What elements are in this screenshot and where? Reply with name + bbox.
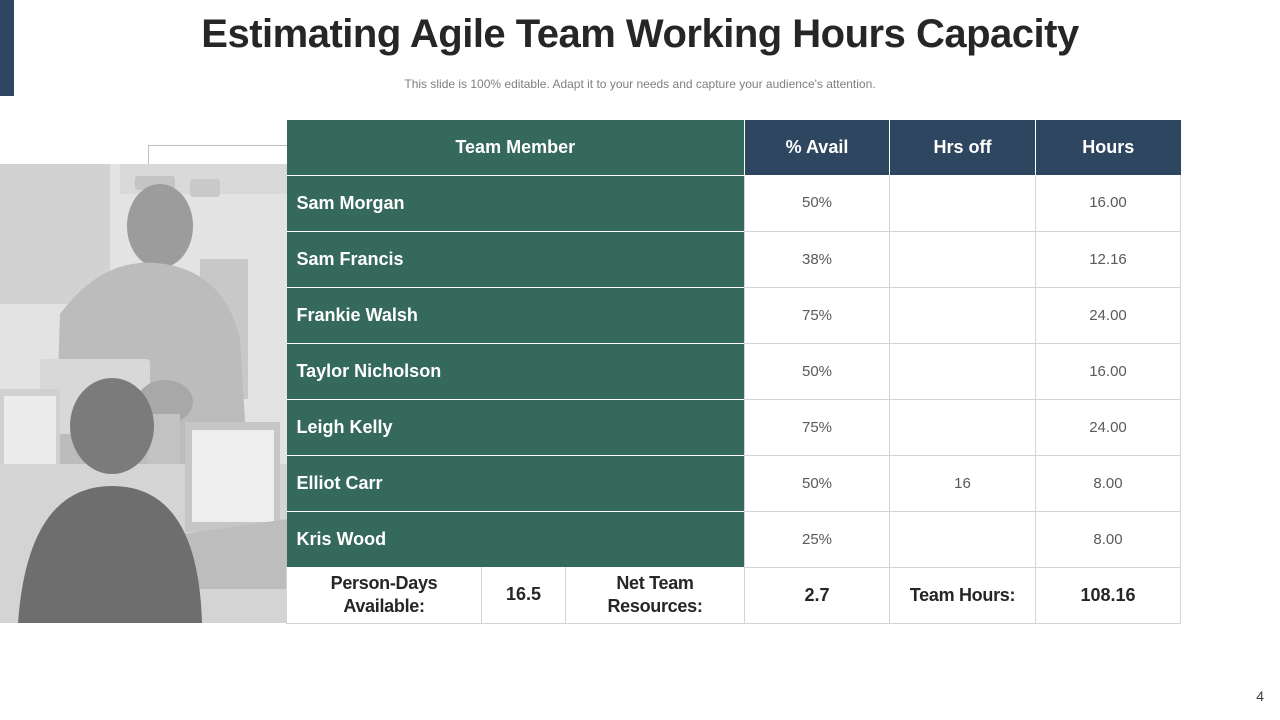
member-name: Elliot Carr bbox=[286, 454, 745, 511]
team-photo bbox=[0, 164, 288, 623]
avail-cell: 50% bbox=[744, 455, 890, 512]
capacity-table: Team Member % Avail Hrs off Hours Sam Mo… bbox=[286, 120, 1181, 624]
hours-cell: 16.00 bbox=[1035, 175, 1181, 232]
slide-title: Estimating Agile Team Working Hours Capa… bbox=[201, 12, 1079, 56]
table-row: Sam Francis 38% 12.16 bbox=[286, 230, 1181, 288]
avail-cell: 75% bbox=[744, 399, 890, 456]
hrs-off-cell: 16 bbox=[889, 455, 1036, 512]
hrs-off-cell bbox=[889, 231, 1036, 288]
hours-cell: 8.00 bbox=[1035, 511, 1181, 568]
team-hours-label: Team Hours: bbox=[889, 567, 1036, 624]
avail-cell: 75% bbox=[744, 287, 890, 344]
person-days-value: 16.5 bbox=[481, 567, 566, 624]
hrs-off-cell bbox=[889, 399, 1036, 456]
hours-cell: 12.16 bbox=[1035, 231, 1181, 288]
avail-cell: 50% bbox=[744, 175, 890, 232]
table-header-row: Team Member % Avail Hrs off Hours bbox=[286, 120, 1181, 175]
member-name: Kris Wood bbox=[286, 510, 745, 567]
photo-frame-outline bbox=[148, 145, 288, 165]
page-number: 4 bbox=[1256, 688, 1264, 704]
avail-cell: 38% bbox=[744, 231, 890, 288]
member-name: Sam Morgan bbox=[286, 174, 745, 231]
header-team-member: Team Member bbox=[286, 120, 745, 175]
avail-cell: 50% bbox=[744, 343, 890, 400]
header-hrs-off: Hrs off bbox=[889, 120, 1036, 175]
hrs-off-cell bbox=[889, 287, 1036, 344]
header-hours: Hours bbox=[1035, 120, 1181, 175]
member-name: Taylor Nicholson bbox=[286, 342, 745, 399]
table-row: Kris Wood 25% 8.00 bbox=[286, 510, 1181, 568]
member-name: Frankie Walsh bbox=[286, 286, 745, 343]
table-row: Elliot Carr 50% 16 8.00 bbox=[286, 454, 1181, 512]
table-summary-row: Person-Days Available: 16.5 Net Team Res… bbox=[286, 567, 1181, 624]
hrs-off-cell bbox=[889, 343, 1036, 400]
member-name: Leigh Kelly bbox=[286, 398, 745, 455]
avail-cell: 25% bbox=[744, 511, 890, 568]
accent-bar bbox=[0, 0, 14, 96]
person-days-label: Person-Days Available: bbox=[286, 567, 482, 624]
net-team-resources-label: Net Team Resources: bbox=[565, 567, 745, 624]
member-name: Sam Francis bbox=[286, 230, 745, 287]
net-team-resources-value: 2.7 bbox=[744, 567, 890, 624]
hrs-off-cell bbox=[889, 175, 1036, 232]
hours-cell: 24.00 bbox=[1035, 287, 1181, 344]
hours-cell: 24.00 bbox=[1035, 399, 1181, 456]
table-row: Taylor Nicholson 50% 16.00 bbox=[286, 342, 1181, 400]
table-row: Frankie Walsh 75% 24.00 bbox=[286, 286, 1181, 344]
table-row: Leigh Kelly 75% 24.00 bbox=[286, 398, 1181, 456]
hours-cell: 8.00 bbox=[1035, 455, 1181, 512]
hrs-off-cell bbox=[889, 511, 1036, 568]
table-row: Sam Morgan 50% 16.00 bbox=[286, 174, 1181, 232]
header-percent-avail: % Avail bbox=[744, 120, 890, 175]
team-hours-value: 108.16 bbox=[1035, 567, 1181, 624]
slide-subtitle: This slide is 100% editable. Adapt it to… bbox=[404, 77, 876, 91]
hours-cell: 16.00 bbox=[1035, 343, 1181, 400]
